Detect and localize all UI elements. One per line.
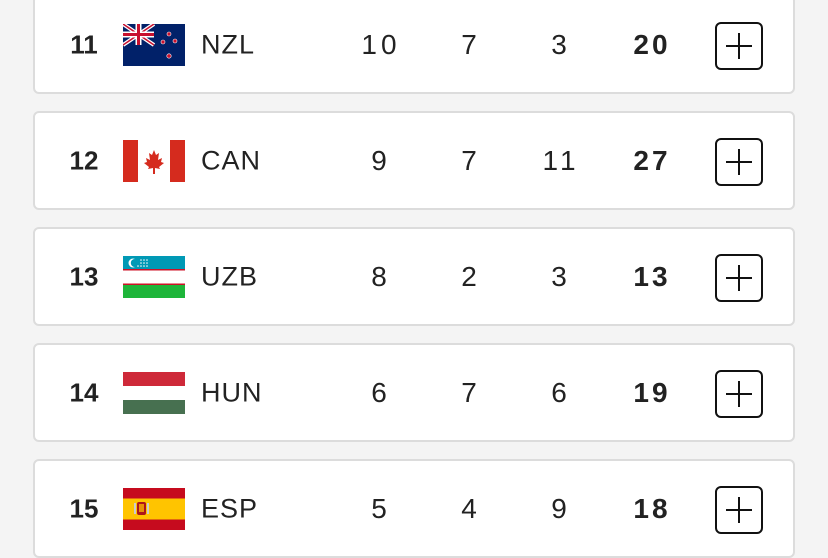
bronze: 9: [551, 493, 571, 524]
rank: 14: [69, 377, 99, 408]
silver: 7: [461, 377, 481, 408]
total: 18: [633, 493, 671, 524]
country-code: HUN: [201, 377, 263, 408]
rank: 15: [69, 493, 99, 524]
silver: 7: [461, 145, 481, 176]
expand-button[interactable]: [715, 138, 763, 186]
silver: 4: [461, 493, 481, 524]
silver: 2: [461, 261, 481, 292]
country-code: CAN: [201, 145, 262, 176]
total: 20: [633, 29, 671, 60]
rank: 12: [69, 145, 99, 176]
gold: 10: [361, 29, 401, 60]
gold: 6: [371, 377, 391, 408]
total: 27: [633, 145, 671, 176]
silver: 7: [461, 29, 481, 60]
flag: [123, 140, 185, 182]
expand-button[interactable]: [715, 254, 763, 302]
flag: [123, 488, 185, 530]
gold: 9: [371, 145, 391, 176]
medal-row: 12 CAN 9 7 11 27: [33, 111, 795, 210]
rank: 11: [70, 29, 98, 60]
medal-row: 14 HUN 6 7 6 19: [33, 343, 795, 442]
bronze: 6: [551, 377, 571, 408]
rank: 13: [69, 261, 99, 292]
country-code: NZL: [201, 29, 256, 60]
expand-button[interactable]: [715, 370, 763, 418]
gold: 5: [371, 493, 391, 524]
flag: [123, 24, 185, 66]
gold: 8: [371, 261, 391, 292]
bronze: 3: [551, 261, 571, 292]
total: 19: [633, 377, 671, 408]
flag: [123, 256, 185, 298]
expand-button[interactable]: [715, 486, 763, 534]
country-code: ESP: [201, 493, 259, 524]
total: 13: [633, 261, 671, 292]
bronze: 3: [551, 29, 571, 60]
medal-row: 15 ESP 5 4 9 18: [33, 459, 795, 558]
medal-row: 13 UZB 8 2 3 13: [33, 227, 795, 326]
medal-row: 11 NZL 10 7 3 20: [33, 0, 795, 94]
country-code: UZB: [201, 261, 258, 292]
expand-button[interactable]: [715, 22, 763, 70]
flag: [123, 372, 185, 414]
bronze: 11: [542, 145, 580, 176]
